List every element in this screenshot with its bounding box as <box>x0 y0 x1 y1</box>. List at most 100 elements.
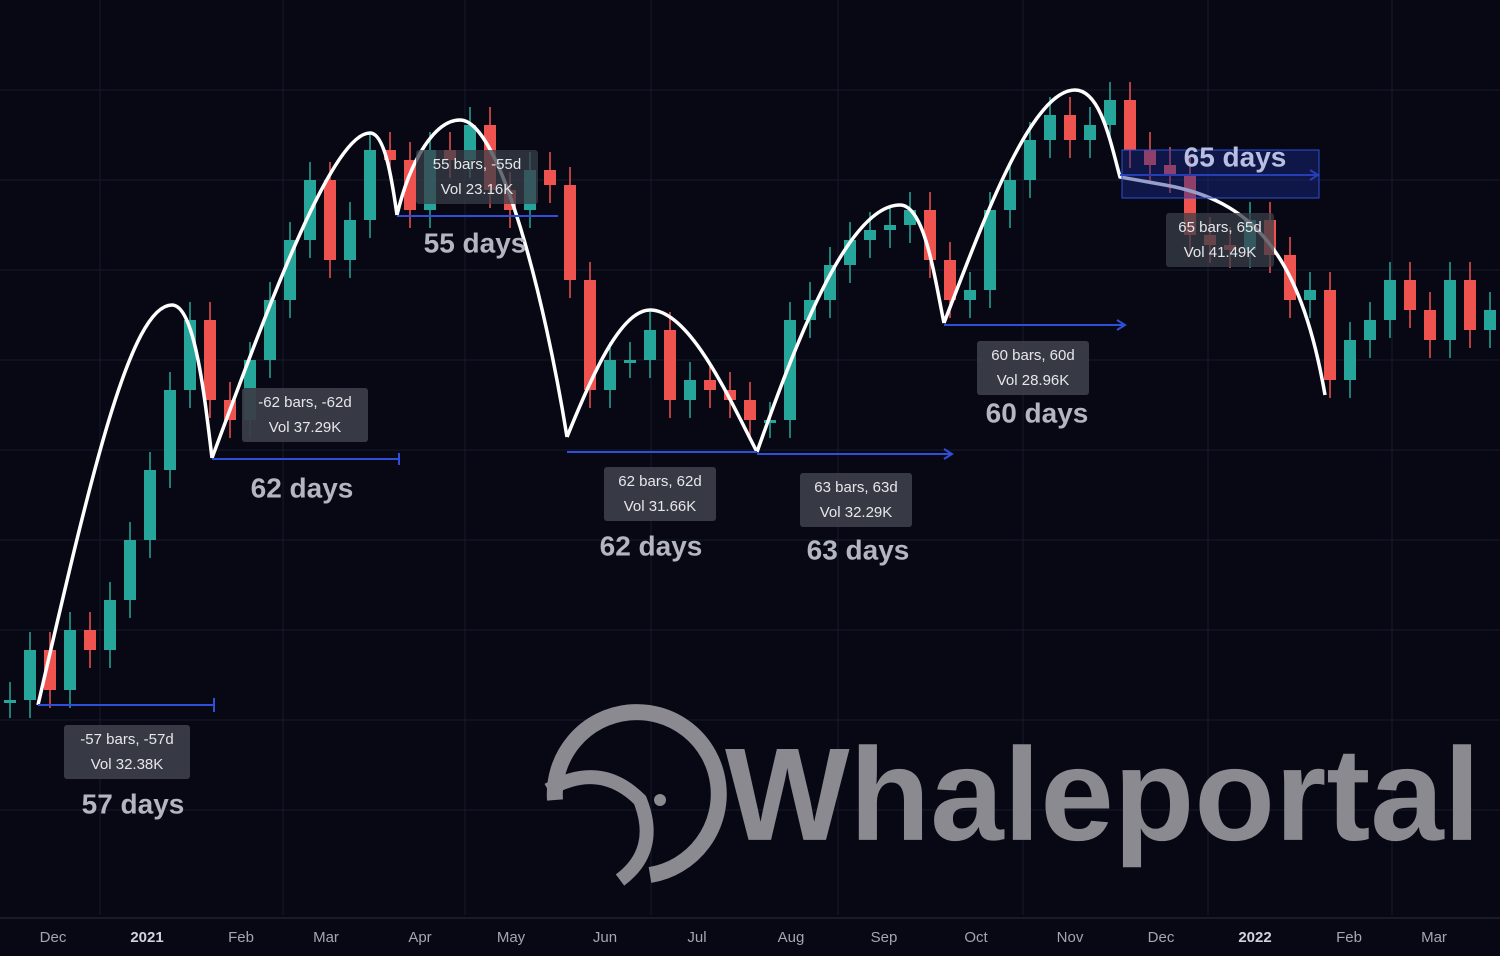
candle <box>944 260 956 300</box>
x-tick-label: Jul <box>687 929 706 946</box>
measure-bars: 60 bars, 60d <box>991 347 1074 364</box>
candle <box>1084 125 1096 140</box>
candle <box>344 220 356 260</box>
measure-vol: Vol 32.29K <box>820 504 893 521</box>
watermark-logo <box>544 704 727 886</box>
candle <box>884 225 896 230</box>
candle <box>764 420 776 423</box>
candle <box>1424 310 1436 340</box>
candle <box>964 290 976 300</box>
candle <box>1304 290 1316 300</box>
x-tick-label: Apr <box>408 929 431 946</box>
measure-bars: 55 bars, -55d <box>433 156 521 173</box>
background-grid <box>0 0 1500 915</box>
measure-box <box>604 467 716 521</box>
candle <box>684 380 696 400</box>
candle <box>324 180 336 260</box>
cycle-arcs <box>36 88 1327 706</box>
candle <box>744 400 756 420</box>
candle <box>404 160 416 210</box>
candle <box>1444 280 1456 340</box>
candle <box>1344 340 1356 380</box>
measure-vol: Vol 31.66K <box>624 498 697 515</box>
x-tick-label: Feb <box>228 929 254 946</box>
candle <box>1384 280 1396 320</box>
candle <box>1484 310 1496 330</box>
watermark-text: Whaleportal <box>725 721 1480 868</box>
x-tick-label: 2021 <box>130 929 163 946</box>
days-label: 60 days <box>986 397 1089 428</box>
x-tick-label: May <box>497 929 526 946</box>
x-tick-label: Dec <box>1148 929 1175 946</box>
days-label: 65 days <box>1184 141 1287 172</box>
candle <box>104 600 116 650</box>
measure-bars: 62 bars, 62d <box>618 473 701 490</box>
days-label: 62 days <box>600 530 703 561</box>
candle <box>144 470 156 540</box>
candle <box>724 390 736 400</box>
measure-box <box>416 150 538 204</box>
measure-bars: 63 bars, 63d <box>814 479 897 496</box>
candle <box>384 150 396 160</box>
candle <box>804 300 816 320</box>
candle <box>64 630 76 690</box>
candle <box>204 320 216 400</box>
candle <box>1064 115 1076 140</box>
candle <box>1004 180 1016 210</box>
candle <box>1364 320 1376 340</box>
candle <box>284 240 296 300</box>
days-label: 62 days <box>251 472 354 503</box>
measure-bars: -57 bars, -57d <box>80 731 173 748</box>
candle <box>164 390 176 470</box>
days-label: 57 days <box>82 788 185 819</box>
candle <box>24 650 36 700</box>
candle <box>664 330 676 400</box>
x-tick-label: Jun <box>593 929 617 946</box>
measure-box <box>800 473 912 527</box>
candle <box>1404 280 1416 310</box>
x-tick-label: Mar <box>1421 929 1447 946</box>
candle <box>784 320 796 420</box>
range-lines <box>38 169 1320 712</box>
days-label: 55 days <box>424 227 527 258</box>
measure-box <box>64 725 190 779</box>
measure-box <box>1166 213 1274 267</box>
candle <box>864 230 876 240</box>
x-tick-label: Dec <box>40 929 67 946</box>
x-tick-label: Oct <box>964 929 988 946</box>
candle <box>544 170 556 185</box>
candle <box>824 265 836 300</box>
x-tick-label: Nov <box>1057 929 1084 946</box>
days-label: 63 days <box>807 534 910 565</box>
candle <box>1464 280 1476 330</box>
measure-vol: Vol 32.38K <box>91 756 164 773</box>
candle <box>704 380 716 390</box>
candle <box>564 185 576 280</box>
candle <box>1124 100 1136 150</box>
candle <box>644 330 656 360</box>
candle <box>1044 115 1056 140</box>
x-tick-label: Sep <box>871 929 898 946</box>
measure-box <box>242 388 368 442</box>
measure-bars: 65 bars, 65d <box>1178 219 1261 236</box>
range-highlight <box>1121 149 1320 199</box>
candle <box>364 150 376 220</box>
candle <box>624 360 636 363</box>
measure-vol: Vol 41.49K <box>1184 244 1257 261</box>
measure-vol: Vol 28.96K <box>997 372 1070 389</box>
candle <box>984 210 996 290</box>
candle <box>1024 140 1036 180</box>
candle <box>1104 100 1116 125</box>
measure-vol: Vol 37.29K <box>269 419 342 436</box>
candle <box>604 360 616 390</box>
candle <box>584 280 596 390</box>
measure-bars: -62 bars, -62d <box>258 394 351 411</box>
candle <box>4 700 16 703</box>
candle <box>1324 290 1336 380</box>
x-tick-label: Feb <box>1336 929 1362 946</box>
candle <box>124 540 136 600</box>
x-tick-label: Mar <box>313 929 339 946</box>
x-tick-label: Aug <box>778 929 805 946</box>
